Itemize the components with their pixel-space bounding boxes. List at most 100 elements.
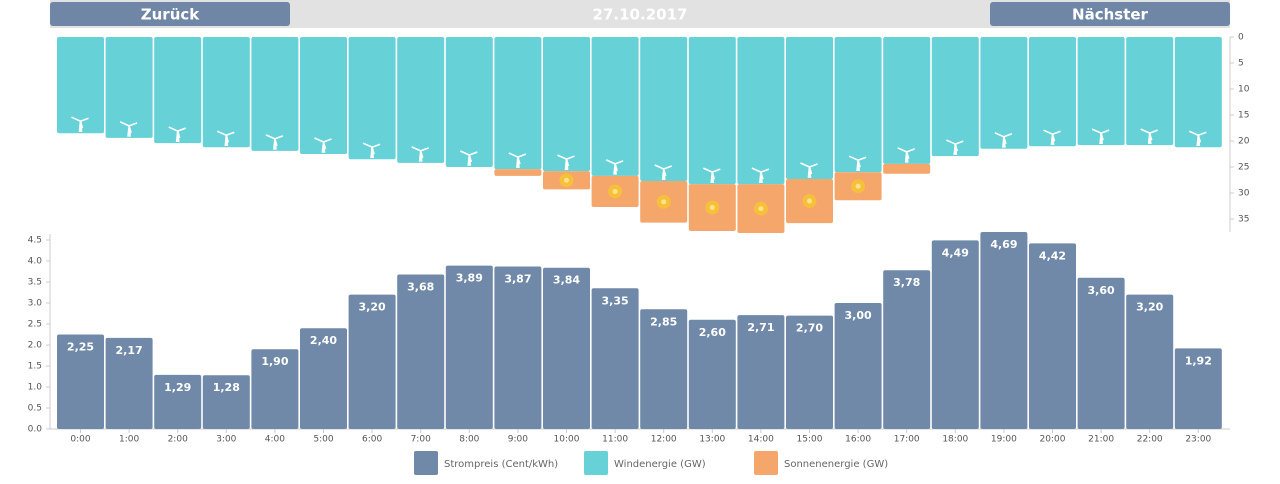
x-tick-label: 8:00 bbox=[459, 435, 479, 445]
wind-bar bbox=[57, 37, 104, 134]
solar-bar bbox=[494, 169, 542, 176]
next-label[interactable]: Nächster bbox=[1072, 6, 1149, 24]
x-tick-label: 19:00 bbox=[991, 435, 1017, 445]
back-button[interactable] bbox=[50, 2, 290, 26]
value-label: 3,84 bbox=[553, 274, 580, 287]
x-tick-label: 18:00 bbox=[942, 435, 968, 445]
sun-core bbox=[661, 199, 667, 205]
turbine-icon bbox=[265, 134, 284, 150]
wind-bar bbox=[1077, 37, 1125, 146]
y-tick-label: 10 bbox=[1238, 85, 1250, 95]
price-bar bbox=[591, 288, 639, 429]
x-tick-label: 15:00 bbox=[797, 435, 823, 445]
value-label: 1,92 bbox=[1185, 354, 1212, 367]
turbine-icon bbox=[751, 167, 770, 183]
wind-bar bbox=[834, 37, 882, 173]
wind-bar bbox=[154, 37, 202, 144]
sun-core bbox=[564, 177, 569, 183]
y-tick-label: 0.5 bbox=[28, 404, 42, 414]
wind-bar bbox=[688, 37, 736, 185]
x-tick-label: 22:00 bbox=[1137, 435, 1163, 445]
y-tick-label: 5 bbox=[1238, 59, 1244, 69]
price-bar bbox=[202, 375, 250, 429]
turbine-icon bbox=[459, 150, 478, 166]
y-tick-label: 2.0 bbox=[28, 341, 43, 351]
price-bar bbox=[543, 267, 590, 429]
turbine-icon bbox=[1043, 129, 1061, 145]
price-bar bbox=[348, 294, 396, 429]
x-tick-label: 14:00 bbox=[748, 435, 774, 445]
value-label: 2,25 bbox=[67, 341, 94, 354]
value-label: 4,42 bbox=[1039, 249, 1066, 262]
x-tick-label: 10:00 bbox=[554, 435, 580, 445]
turbine-icon bbox=[945, 139, 964, 155]
wind-bar bbox=[737, 37, 785, 185]
x-tick-label: 9:00 bbox=[508, 435, 528, 445]
value-label: 2,40 bbox=[310, 334, 337, 347]
wind-bar bbox=[105, 37, 153, 138]
x-tick-label: 17:00 bbox=[894, 435, 920, 445]
turbine-icon bbox=[605, 159, 624, 175]
value-label: 3,78 bbox=[893, 276, 920, 289]
y-tick-label: 25 bbox=[1238, 163, 1249, 173]
price-bar bbox=[1029, 243, 1076, 429]
y-tick-label: 4.5 bbox=[28, 236, 42, 246]
turbine-icon bbox=[314, 137, 332, 153]
turbine-icon bbox=[994, 132, 1013, 148]
turbine-icon bbox=[216, 130, 235, 147]
y-tick-label: 1.5 bbox=[28, 362, 42, 372]
wind-bar bbox=[494, 37, 542, 170]
turbine-icon bbox=[654, 164, 672, 180]
legend-label: Windenergie (GW) bbox=[614, 459, 706, 470]
x-tick-label: 6:00 bbox=[362, 435, 382, 445]
value-label: 3,00 bbox=[845, 309, 872, 322]
legend-label: Strompreis (Cent/kWh) bbox=[444, 459, 558, 470]
wind-bar bbox=[202, 37, 250, 148]
price-bar bbox=[737, 315, 785, 429]
legend-swatch bbox=[584, 451, 608, 475]
wind-bar bbox=[931, 37, 979, 157]
y-tick-label: 4.0 bbox=[28, 257, 43, 267]
wind-bar bbox=[640, 37, 688, 182]
value-label: 1,28 bbox=[213, 381, 240, 394]
value-label: 3,35 bbox=[602, 294, 629, 307]
turbine-icon bbox=[557, 154, 575, 170]
sun-core bbox=[612, 188, 618, 194]
turbine-icon bbox=[411, 146, 429, 162]
x-tick-label: 20:00 bbox=[1040, 435, 1066, 445]
value-label: 2,85 bbox=[650, 315, 677, 328]
back-label[interactable]: Zurück bbox=[141, 6, 201, 24]
y-tick-label: 30 bbox=[1238, 189, 1250, 199]
turbine-icon bbox=[362, 142, 381, 158]
y-tick-label: 2.5 bbox=[28, 320, 42, 330]
x-tick-label: 0:00 bbox=[70, 435, 90, 445]
value-label: 2,70 bbox=[796, 322, 823, 335]
turbine-icon bbox=[168, 126, 186, 142]
turbine-icon bbox=[848, 155, 867, 171]
sun-core bbox=[758, 206, 764, 212]
value-label: 1,29 bbox=[164, 381, 191, 394]
value-label: 3,20 bbox=[359, 301, 386, 314]
wind-bar bbox=[251, 37, 299, 151]
value-label: 2,17 bbox=[116, 344, 143, 357]
date: 27.10.2017 bbox=[593, 6, 688, 24]
turbine-icon bbox=[119, 121, 138, 137]
wind-bar bbox=[1174, 37, 1222, 148]
turbine-icon bbox=[71, 116, 89, 132]
price-bar bbox=[1126, 294, 1174, 429]
x-tick-label: 3:00 bbox=[216, 435, 236, 445]
turbine-icon bbox=[800, 162, 818, 178]
x-tick-label: 23:00 bbox=[1185, 435, 1211, 445]
wind-bar bbox=[591, 37, 639, 176]
next-button[interactable] bbox=[990, 2, 1230, 26]
turbine-icon bbox=[1188, 130, 1207, 147]
value-label: 4,49 bbox=[942, 246, 969, 259]
value-label: 2,71 bbox=[747, 321, 774, 334]
price-bar bbox=[931, 240, 979, 429]
x-tick-label: 1:00 bbox=[119, 435, 139, 445]
wind-bar bbox=[786, 37, 833, 179]
x-tick-label: 5:00 bbox=[313, 435, 333, 445]
price-bar bbox=[883, 270, 931, 429]
wind-bar bbox=[543, 37, 590, 172]
